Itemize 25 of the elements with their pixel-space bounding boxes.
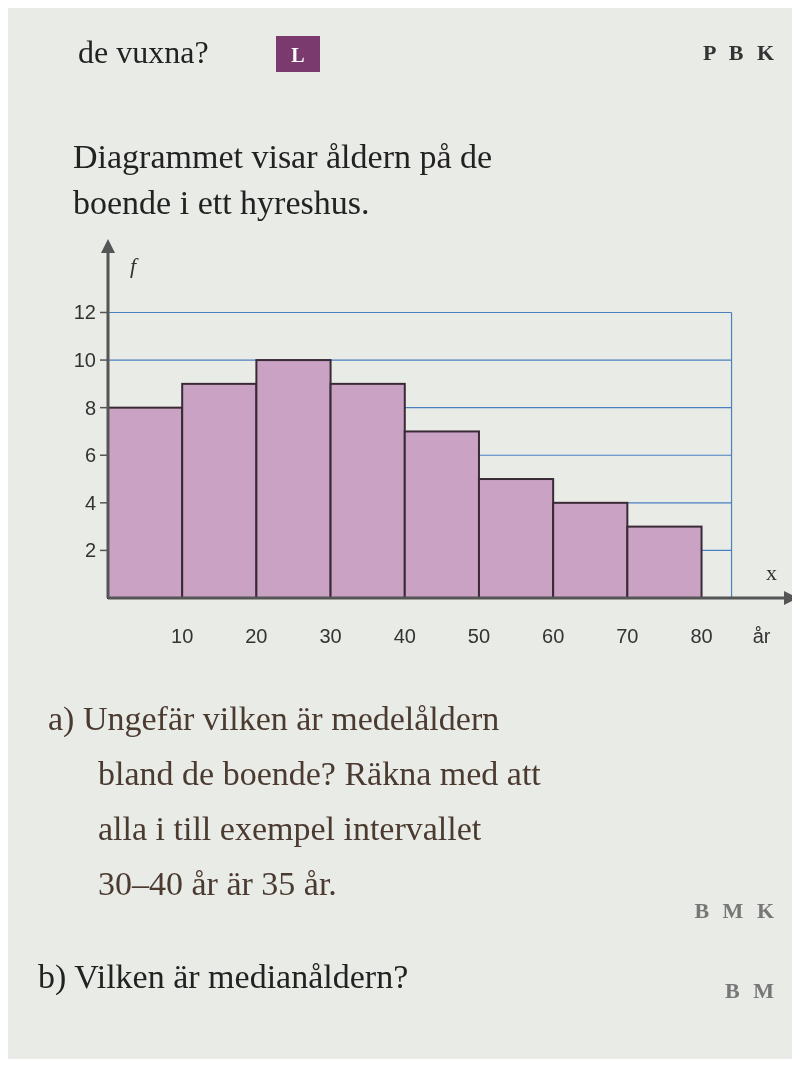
y-axis-title: f bbox=[130, 253, 139, 278]
y-tick-label: 4 bbox=[84, 491, 96, 514]
text: B M K bbox=[694, 898, 778, 923]
text: a) Ungefär vilken är medelåldern bland de boende? Räkna med att alla i till exempel intervallet 30–40 år är 35 år. bbox=[48, 700, 542, 902]
y-tick-label: 8 bbox=[84, 396, 96, 419]
text: P B K bbox=[702, 40, 778, 65]
x-axis-title: år bbox=[752, 625, 771, 647]
x-tick-label: 70 bbox=[616, 625, 639, 647]
chart-title: Diagrammet visar åldern på de boende i ett hyreshus. bbox=[73, 138, 493, 221]
x-tick-label: 30 bbox=[319, 625, 342, 647]
x-tick-label: 60 bbox=[542, 625, 565, 647]
annotation: x bbox=[766, 560, 778, 585]
y-tick-label: 12 bbox=[73, 301, 96, 324]
text: L bbox=[291, 44, 305, 66]
x-tick-label: 10 bbox=[171, 625, 194, 647]
y-tick-label: 6 bbox=[84, 444, 96, 467]
y-tick-label: 2 bbox=[84, 539, 96, 562]
x-tick-label: 40 bbox=[393, 625, 416, 647]
x-tick-label: 20 bbox=[245, 625, 268, 647]
text: B M bbox=[725, 978, 778, 1003]
x-tick-label: 80 bbox=[690, 625, 713, 647]
text: de vuxna? bbox=[78, 34, 209, 70]
x-tick-label: 50 bbox=[467, 625, 491, 647]
text: b) Vilken är medianåldern? bbox=[38, 958, 409, 996]
y-tick-label: 10 bbox=[73, 349, 96, 372]
